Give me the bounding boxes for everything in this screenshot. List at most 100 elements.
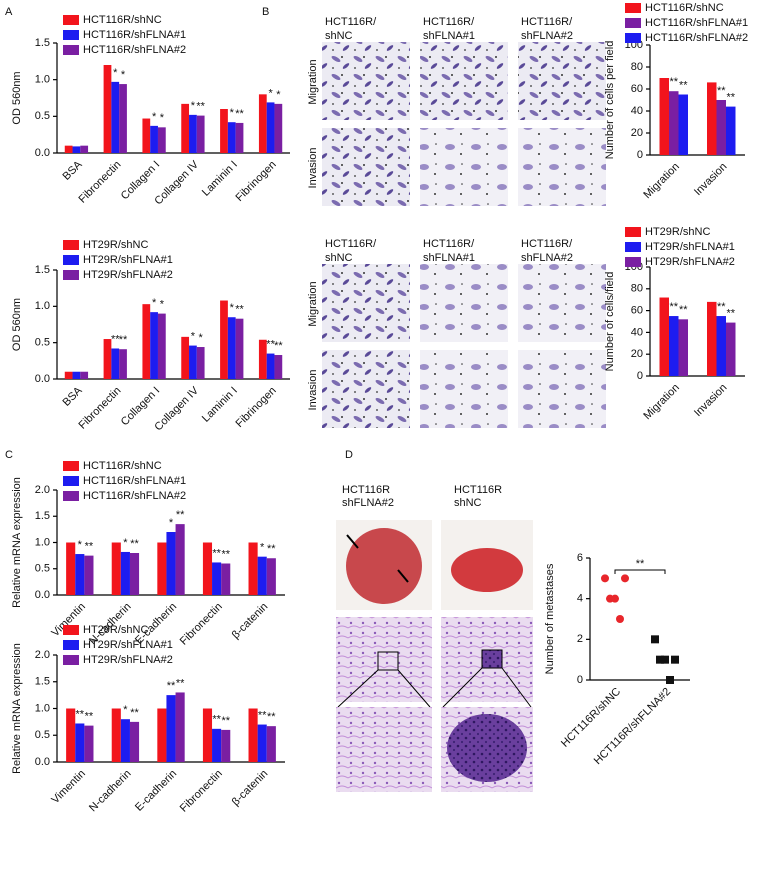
legend-swatch (625, 257, 641, 267)
legend-label: HCT116R/shFLNA#1 (83, 475, 186, 487)
y-tick-label: 0.5 (35, 729, 50, 741)
legend-swatch (63, 655, 79, 665)
legend-swatch (63, 45, 79, 55)
significance: * (152, 297, 157, 309)
bar (274, 355, 283, 379)
bar (227, 317, 236, 379)
significance: * (191, 100, 196, 112)
panel-label: A (5, 6, 13, 18)
image (518, 128, 606, 206)
significance: * (152, 111, 157, 123)
x-tick-label: Fibronectin (76, 159, 123, 206)
y-tick-label: 80 (631, 283, 643, 295)
bar (257, 556, 267, 595)
bar (266, 102, 275, 153)
bar (72, 146, 81, 153)
x-tick-label: Fibronectin (76, 385, 123, 432)
significance: * (123, 537, 128, 549)
bar (221, 729, 231, 762)
legend-label: HCT116R/shFLNA#2 (83, 44, 186, 56)
column-label: HCT116R/ (325, 238, 377, 250)
legend-label: HT29R/shFLNA#1 (83, 254, 173, 266)
bar (157, 542, 167, 595)
y-tick-label: 0.0 (35, 373, 50, 385)
column-label: HCT116R/ (423, 16, 475, 28)
y-tick-label: 1.0 (35, 702, 50, 714)
bar (726, 106, 736, 155)
y-tick-label: 0.5 (35, 110, 50, 122)
bar (157, 313, 166, 379)
legend-label: HT29R/shFLNA#2 (83, 654, 173, 666)
column-label: shFLNA#2 (342, 497, 394, 509)
significance: ** (130, 707, 139, 719)
bar (80, 145, 89, 153)
y-tick-label: 1.5 (35, 676, 50, 688)
significance: * (160, 299, 165, 311)
significance: * (268, 87, 273, 99)
x-tick-label: Fibronectin (178, 601, 225, 648)
image (420, 42, 508, 120)
bar (129, 553, 140, 595)
bar (75, 554, 85, 595)
histology (336, 707, 432, 792)
bar (175, 524, 185, 595)
bar (120, 719, 130, 762)
legend-label: HT29R/shNC (83, 239, 148, 251)
significance: ** (274, 340, 283, 352)
bar (157, 708, 167, 762)
point (651, 635, 659, 644)
bar (274, 103, 283, 153)
y-tick-label: 1.5 (35, 264, 50, 276)
bar (157, 127, 166, 153)
x-tick-label: Fibrinogen (234, 159, 279, 204)
y-tick-label: 1.0 (35, 536, 50, 548)
significance: * (230, 302, 235, 314)
legend-swatch (625, 227, 641, 237)
y-axis-label: Number of cells per field (604, 41, 616, 160)
column-label: shFLNA#2 (521, 252, 573, 264)
arrow (397, 569, 409, 583)
y-tick-label: 4 (577, 593, 583, 605)
legend-label: HT29R/shNC (83, 624, 148, 636)
bar (84, 555, 94, 595)
significance: * (276, 89, 281, 101)
row-label: Migration (307, 59, 319, 104)
x-tick-label: N-cadherin (87, 768, 134, 815)
y-axis-label: Number of cells/field (604, 272, 616, 372)
point (621, 574, 629, 583)
column-label: HCT116R/ (521, 16, 573, 28)
point (616, 615, 624, 623)
significance: ** (717, 301, 726, 313)
bar (111, 542, 121, 595)
bar (103, 339, 112, 379)
legend-label: HCT116R/shFLNA#2 (83, 490, 186, 502)
legend-label: HT29R/shFLNA#2 (645, 256, 735, 268)
y-tick-label: 40 (631, 326, 643, 338)
bar (212, 562, 222, 595)
bar (196, 347, 205, 379)
bar (129, 721, 140, 762)
significance: ** (669, 76, 678, 88)
bar (707, 82, 717, 155)
legend-swatch (63, 240, 79, 250)
y-tick-label: 0 (637, 149, 643, 161)
legend-swatch (625, 242, 641, 252)
significance: ** (130, 538, 139, 550)
lung (346, 528, 422, 604)
y-tick-label: 40 (631, 105, 643, 117)
x-tick-label: BSA (61, 384, 86, 409)
significance: ** (679, 79, 688, 91)
bar (659, 297, 669, 376)
significance: ** (267, 711, 276, 723)
y-tick-label: 1.0 (35, 300, 50, 312)
y-tick-label: 2 (577, 633, 583, 645)
significance: ** (196, 101, 205, 113)
legend-label: HCT116R/shNC (645, 2, 724, 14)
zoom-box (481, 649, 503, 669)
image (518, 42, 606, 120)
bar (678, 319, 688, 376)
legend-swatch (63, 461, 79, 471)
legend-label: HCT116R/shFLNA#1 (83, 29, 186, 41)
legend-swatch (63, 270, 79, 280)
lung (451, 548, 523, 592)
